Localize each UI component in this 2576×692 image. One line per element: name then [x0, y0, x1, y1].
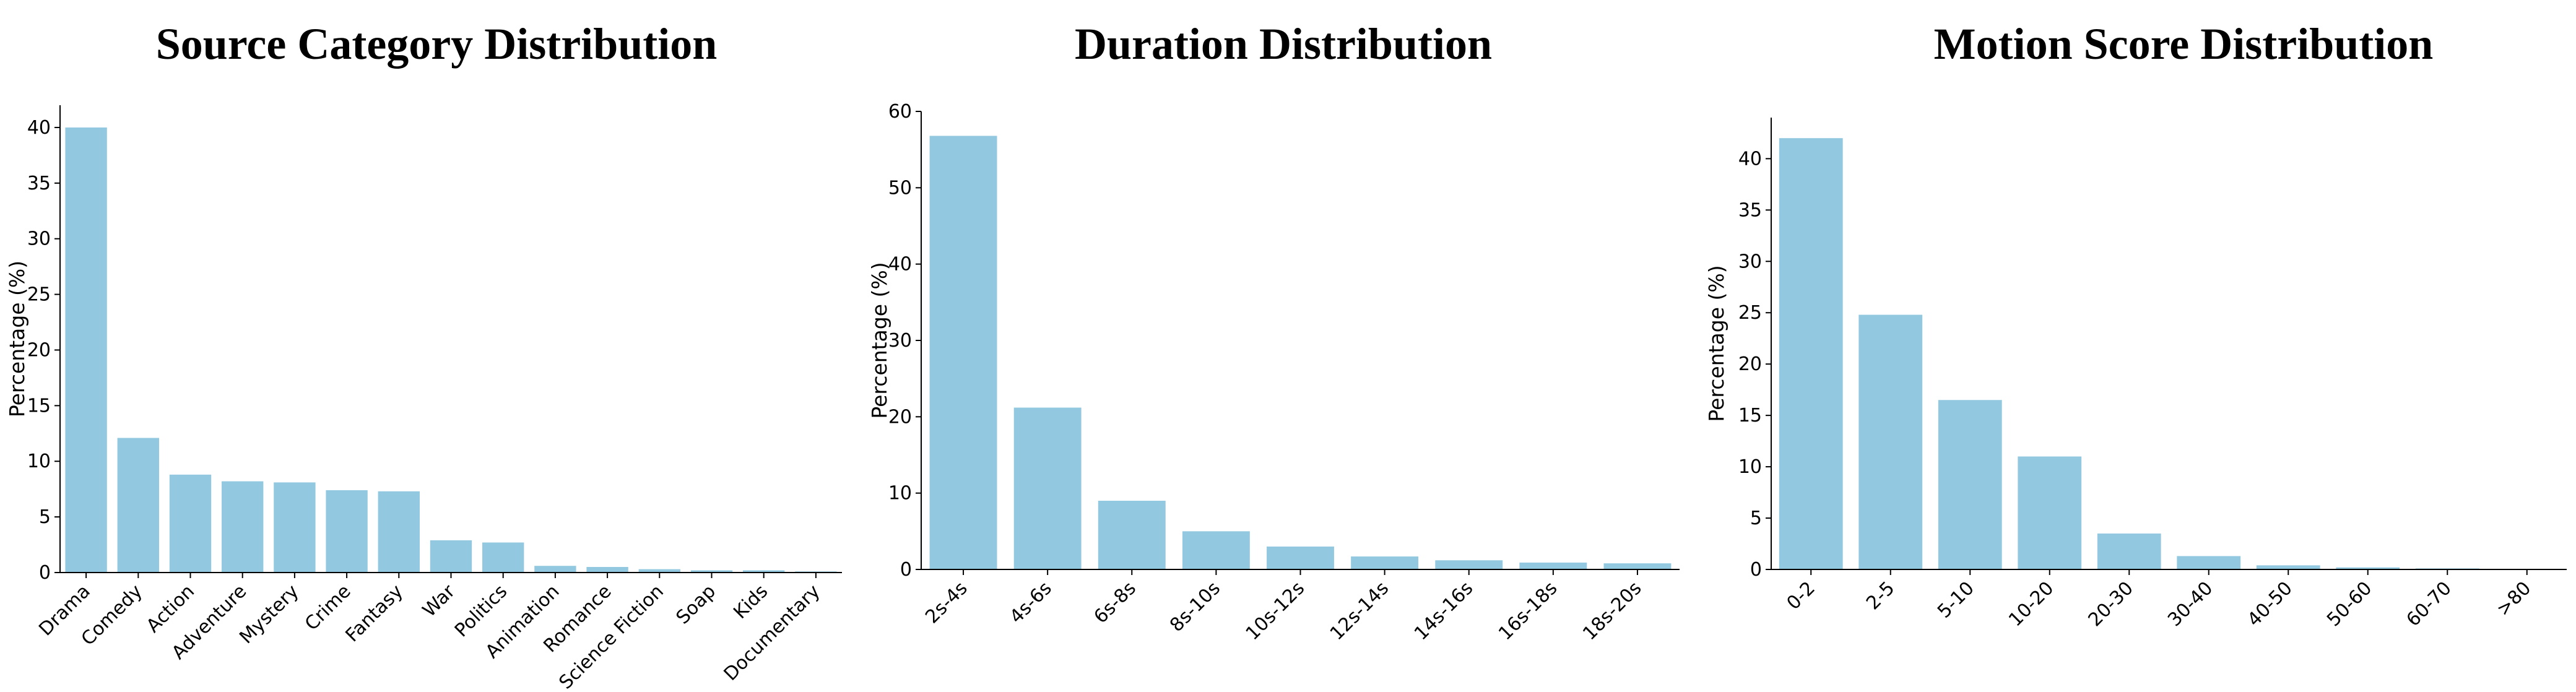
chart-panel-2: Duration Distribution 0 10 20 30 40 50 60 2s-4s 4…: [867, 19, 1680, 644]
y-tick-label: 10: [27, 451, 51, 472]
chart-title: Motion Score Distribution: [1934, 19, 2434, 69]
x-tick-label: 12s-14s: [1326, 577, 1393, 644]
y-tick-label: 30: [1738, 251, 1762, 272]
bar-0-2: [1779, 138, 1843, 569]
x-tick-label: 0-2: [1783, 577, 1819, 614]
bar-adventure: [222, 481, 264, 573]
x-tick-label: 4s-6s: [1005, 577, 1056, 628]
y-tick-label: 5: [1750, 508, 1762, 529]
y-tick-label: 15: [27, 395, 51, 417]
bar-50-60: [2336, 567, 2400, 569]
y-tick-label: 60: [888, 101, 912, 123]
y-tick-label: 30: [27, 228, 51, 250]
x-tick-label: Soap: [672, 581, 720, 629]
x-tick-label: 6s-8s: [1090, 577, 1140, 628]
x-tick-label: 60-70: [2403, 577, 2456, 631]
x-tick-label: Documentary: [720, 581, 825, 685]
y-tick-label: 35: [27, 173, 51, 194]
x-tick-label: 8s-10s: [1166, 577, 1225, 636]
y-tick-label: 40: [1738, 148, 1762, 170]
y-tick-label: 20: [27, 339, 51, 361]
bar-fantasy: [378, 491, 420, 573]
y-tick-label: 35: [1738, 199, 1762, 221]
bar-12s-14s: [1351, 556, 1419, 569]
x-tick-label: Fantasy: [342, 581, 407, 646]
bar-comedy: [117, 438, 159, 573]
chart-panel-3: Motion Score Distribution 0 5 10 15 20 25 30 35 4…: [1704, 19, 2567, 631]
x-tick-label: 16s-18s: [1494, 577, 1561, 644]
bar-40-50: [2256, 565, 2320, 569]
bar-5-10: [1938, 400, 2002, 569]
chart-title: Source Category Distribution: [156, 19, 718, 69]
bar-war: [430, 540, 472, 573]
bar-action: [169, 474, 212, 573]
bar-animation: [534, 566, 576, 573]
chart-panel-1: Source Category Distribution 0 5 10 15 20 25 30…: [5, 19, 842, 692]
y-tick-label: 0: [39, 562, 51, 584]
chart-title: Duration Distribution: [1075, 19, 1492, 69]
y-tick-label: 40: [888, 254, 912, 275]
y-tick-label: 10: [1738, 456, 1762, 478]
x-tick-label: 2-5: [1862, 577, 1899, 614]
bar-8s-10s: [1182, 531, 1250, 569]
x-tick-label: 10-20: [2005, 577, 2058, 631]
bar-20-30: [2097, 533, 2161, 569]
x-tick-label: 20-30: [2084, 577, 2138, 631]
x-tick-label: Kids: [729, 581, 772, 623]
bar-10s-12s: [1267, 547, 1334, 569]
y-axis-label: Percentage (%): [5, 261, 29, 417]
y-axis-label: Percentage (%): [867, 262, 891, 418]
bar-16s-18s: [1519, 562, 1587, 569]
bar-6s-8s: [1098, 501, 1166, 569]
y-tick-label: 25: [27, 284, 51, 306]
bar-30-40: [2177, 556, 2241, 569]
y-tick-label: 25: [1738, 302, 1762, 324]
bar-science-fiction: [638, 569, 680, 573]
bar-14s-16s: [1435, 560, 1503, 569]
x-tick-label: >80: [2492, 577, 2536, 621]
bar-2-5: [1858, 314, 1923, 569]
x-tick-label: 40-50: [2244, 577, 2297, 631]
x-tick-label: 30-40: [2164, 577, 2217, 631]
bar-crime: [326, 490, 368, 573]
bar-2s-4s: [929, 136, 997, 570]
y-axis-label: Percentage (%): [1704, 265, 1728, 422]
bar-politics: [482, 542, 524, 573]
bar-romance: [586, 567, 628, 573]
y-tick-label: 20: [888, 406, 912, 428]
x-tick-label: 14s-16s: [1410, 577, 1477, 644]
x-tick-label: 5-10: [1933, 577, 1979, 623]
y-tick-label: 20: [1738, 353, 1762, 375]
x-tick-label: 18s-20s: [1579, 577, 1646, 644]
x-tick-label: 50-60: [2323, 577, 2376, 631]
y-tick-label: 15: [1738, 405, 1762, 426]
x-tick-label: 10s-12s: [1242, 577, 1309, 644]
bar-18s-20s: [1603, 563, 1672, 569]
y-tick-label: 0: [900, 559, 912, 581]
y-tick-label: 50: [888, 177, 912, 199]
y-tick-label: 40: [27, 117, 51, 139]
y-tick-label: 10: [888, 483, 912, 504]
y-tick-label: 0: [1750, 559, 1762, 581]
x-tick-label: War: [418, 580, 460, 621]
bar-10-20: [2018, 456, 2082, 569]
x-tick-label: 2s-4s: [921, 577, 972, 628]
bar-kids: [743, 570, 785, 573]
bar-drama: [65, 127, 107, 573]
y-tick-label: 5: [39, 506, 51, 528]
bar-4s-6s: [1013, 407, 1082, 569]
bar-soap: [690, 570, 733, 573]
y-tick-label: 30: [888, 330, 912, 352]
bar-mystery: [274, 482, 316, 573]
